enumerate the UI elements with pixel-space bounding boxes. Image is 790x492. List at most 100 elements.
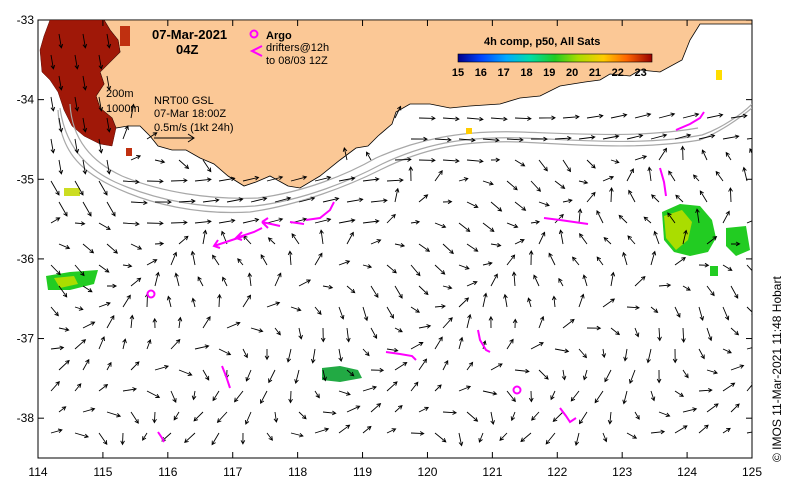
current-vector [538,369,549,380]
current-vector [538,201,550,207]
current-vector [488,315,494,329]
current-vector [50,306,59,317]
current-vector [730,327,740,336]
current-vector [58,327,70,332]
current-vector [577,208,583,224]
current-vector [290,306,302,312]
current-vector [545,432,556,445]
current-vector [530,219,541,225]
current-vector [699,190,708,203]
current-vector [178,159,190,170]
current-vector [310,348,316,364]
current-vector [202,159,212,173]
current-vector [602,175,615,182]
current-vector [418,406,430,413]
current-vector [466,313,472,329]
current-vector [442,359,449,371]
current-vector [602,134,620,140]
current-vector [458,177,469,182]
current-vector [122,125,129,140]
current-vector [514,116,532,121]
current-vector [346,405,361,413]
current-vector [490,411,495,426]
current-vector [338,176,356,182]
current-vector [650,390,656,402]
current-vector [82,243,95,254]
current-vector [370,198,388,203]
current-vector [530,136,548,142]
current-vector [458,264,470,270]
green-sst-patch [710,266,718,276]
current-vector [394,404,403,413]
current-vector [240,432,246,445]
current-vector [370,367,385,373]
current-vector [394,187,400,203]
current-vector [715,170,724,182]
current-vector [338,260,351,266]
current-vector [746,431,752,434]
current-vector [657,327,662,342]
current-vector [322,196,340,203]
current-vector [82,75,88,91]
current-vector [722,264,733,271]
current-vector [538,115,556,121]
current-vector [394,327,403,333]
yellow-sst-patch [716,70,722,80]
current-vector [725,151,732,161]
isobath-1000-label: 1000m [106,103,140,115]
current-vector [298,279,312,287]
current-vector [434,137,452,143]
current-vector [190,250,196,266]
current-vector [410,431,425,436]
current-vector [682,369,689,379]
colorbar-tick-label: 22 [612,67,624,79]
current-vector [722,134,740,140]
current-vector [682,229,688,245]
current-vector [314,175,332,182]
current-vector [266,432,273,441]
current-vector [746,382,752,392]
current-vector [742,166,748,182]
current-vector [106,243,119,254]
current-vector [386,347,399,353]
current-vector [98,432,108,445]
current-vector [478,432,484,443]
current-vector [466,201,479,208]
current-vector [442,410,458,415]
current-vector [74,96,80,112]
current-vector [314,252,323,266]
current-vector [634,275,646,287]
current-vector [586,325,602,331]
current-vector [58,359,70,371]
current-vector [647,166,652,182]
current-vector [130,200,148,206]
current-vector [82,321,96,329]
current-vector [442,317,453,329]
current-vector [362,306,369,322]
imos-credit: © IMOS 11-Mar-2021 11:48 Hobart [770,276,784,462]
current-vector [386,306,394,319]
current-vector [418,285,429,296]
current-vector [178,369,193,376]
current-vector [130,361,140,371]
current-vector [658,283,672,288]
current-vector [266,301,281,308]
current-vector [58,243,71,250]
current-vector [755,286,763,297]
current-vector [658,112,676,119]
current-vector [274,272,282,287]
current-vector [166,295,172,308]
current-vector [50,428,63,434]
current-vector [730,113,748,119]
current-vector [320,327,326,343]
current-vector [658,411,671,417]
current-vector [394,105,402,119]
current-vector [610,271,616,287]
current-vector [722,210,730,224]
x-tick-label: 117 [223,465,242,479]
current-vector [342,146,348,161]
current-vector [755,327,765,331]
current-vector [362,177,380,182]
current-vector [286,348,292,363]
isobath-200-label: 200m [106,88,134,100]
